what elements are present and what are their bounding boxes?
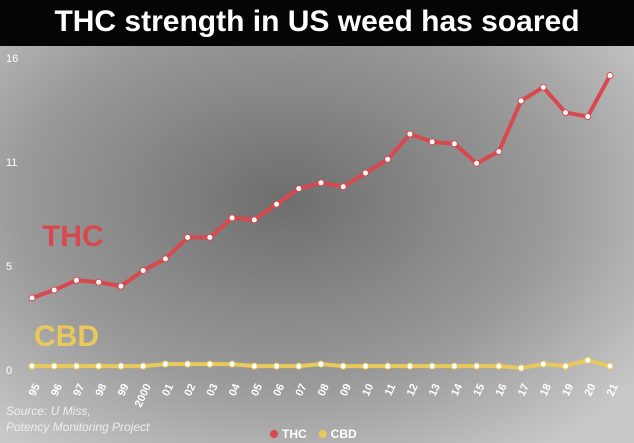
data-point — [450, 140, 458, 148]
data-point — [184, 360, 192, 368]
source: Source: U Miss, — [6, 404, 91, 418]
x-tick-label: 10 — [360, 382, 376, 398]
data-point — [361, 169, 369, 177]
x-tick-label: 06 — [271, 382, 287, 398]
source: Potency Monitoring Project — [6, 420, 150, 434]
title-bar — [0, 0, 634, 46]
data-point — [606, 362, 614, 370]
data-point — [317, 179, 325, 187]
data-point — [473, 362, 481, 370]
data-point — [161, 360, 169, 368]
chart-title: THC strength in US weed has soared — [54, 5, 579, 38]
data-point — [539, 360, 547, 368]
data-point — [384, 155, 392, 163]
data-point — [450, 362, 458, 370]
legend-marker — [318, 430, 327, 438]
data-point — [184, 233, 192, 241]
data-point — [517, 364, 525, 372]
data-point — [28, 362, 36, 370]
data-point — [361, 362, 369, 370]
data-point — [495, 148, 503, 156]
x-tick-label: 12 — [405, 382, 421, 398]
x-tick-label: 04 — [227, 381, 243, 398]
data-point — [295, 362, 303, 370]
y-tick-label: 0 — [6, 365, 12, 377]
data-point — [206, 360, 214, 368]
x-tick-label: 09 — [338, 382, 354, 398]
data-point — [406, 130, 414, 138]
data-point — [228, 214, 236, 222]
data-point — [139, 267, 147, 275]
data-point — [250, 216, 258, 224]
data-point — [495, 362, 503, 370]
data-point — [584, 356, 592, 364]
x-tick-label: 99 — [116, 382, 132, 398]
x-tick-label: 15 — [471, 382, 487, 398]
y-tick-label: 5 — [6, 261, 12, 273]
data-point — [428, 138, 436, 146]
data-point — [273, 200, 281, 208]
x-tick-label: 98 — [93, 382, 109, 398]
x-tick-label: 02 — [182, 382, 198, 398]
data-point — [117, 362, 125, 370]
x-tick-label: 21 — [605, 382, 621, 398]
x-tick-label: 16 — [494, 382, 510, 398]
series-label: THC — [42, 220, 104, 253]
data-point — [72, 276, 80, 284]
data-point — [161, 255, 169, 263]
data-point — [273, 362, 281, 370]
x-tick-label: 97 — [71, 382, 87, 398]
x-tick-label: 01 — [160, 382, 176, 398]
data-point — [250, 362, 258, 370]
data-point — [228, 360, 236, 368]
x-tick-label: 95 — [27, 382, 43, 398]
x-tick-label: 96 — [49, 382, 65, 398]
x-tick-label: 08 — [316, 382, 332, 398]
x-tick-label: 07 — [294, 382, 310, 398]
data-point — [317, 360, 325, 368]
x-tick-label: 11 — [383, 382, 399, 398]
data-point — [584, 113, 592, 120]
legend-label: CBD — [331, 427, 357, 441]
data-point — [517, 97, 525, 105]
data-point — [206, 233, 214, 241]
data-point — [406, 362, 414, 370]
legend-marker — [270, 430, 278, 438]
data-point — [50, 362, 58, 370]
legend-label: THC — [282, 427, 307, 441]
data-point — [117, 282, 125, 290]
data-point — [50, 286, 58, 294]
x-tick-label: 05 — [249, 382, 265, 398]
data-point — [28, 294, 36, 302]
data-point — [339, 362, 347, 370]
x-tick-label: 14 — [449, 381, 465, 398]
data-point — [606, 72, 614, 80]
data-point — [428, 362, 436, 370]
data-point — [72, 362, 80, 370]
data-point — [295, 185, 303, 193]
data-point — [539, 83, 547, 91]
y-tick-label: 11 — [6, 157, 17, 169]
x-tick-label: 19 — [560, 382, 576, 398]
data-point — [384, 362, 392, 370]
data-point — [473, 159, 481, 167]
series-label: CBD — [34, 320, 99, 353]
data-point — [562, 109, 570, 117]
x-tick-label: 18 — [538, 382, 554, 398]
x-tick-label: 13 — [427, 382, 443, 398]
x-tick-label: 03 — [205, 382, 221, 398]
data-point — [339, 183, 347, 191]
data-point — [95, 362, 103, 370]
x-tick-label: 17 — [516, 382, 532, 398]
x-tick-label: 20 — [583, 382, 599, 398]
data-point — [562, 362, 570, 370]
data-point — [95, 278, 103, 286]
y-tick-label: 16 — [6, 53, 18, 65]
data-point — [139, 362, 147, 370]
